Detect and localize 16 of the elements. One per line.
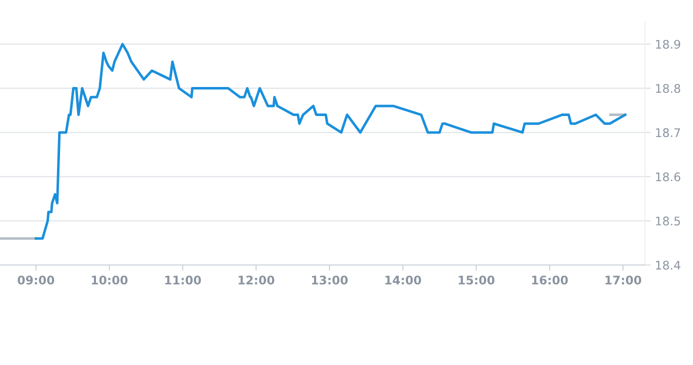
x-tick-label: 10:00 bbox=[92, 276, 128, 285]
x-tick-label: 16:00 bbox=[532, 276, 568, 285]
x-tick-label: 13:00 bbox=[312, 276, 348, 285]
x-tick-label: 11:00 bbox=[165, 276, 201, 285]
y-tick-label: 18.5 bbox=[656, 216, 680, 226]
x-tick-label: 09:00 bbox=[18, 276, 54, 285]
y-tick-label: 18.7 bbox=[656, 128, 680, 138]
x-tick-label: 12:00 bbox=[238, 276, 274, 285]
y-tick-label: 18.8 bbox=[656, 84, 680, 93]
y-tick-label: 18.9 bbox=[656, 40, 680, 49]
line-series bbox=[34, 42, 626, 240]
y-tick-label: 18.6 bbox=[656, 172, 680, 182]
x-tick-label: 14:00 bbox=[385, 276, 422, 285]
y-tick-label: 18.4 bbox=[656, 260, 680, 270]
x-tick-label: 15:00 bbox=[458, 276, 494, 285]
x-tick-label: 17:00 bbox=[606, 276, 642, 285]
